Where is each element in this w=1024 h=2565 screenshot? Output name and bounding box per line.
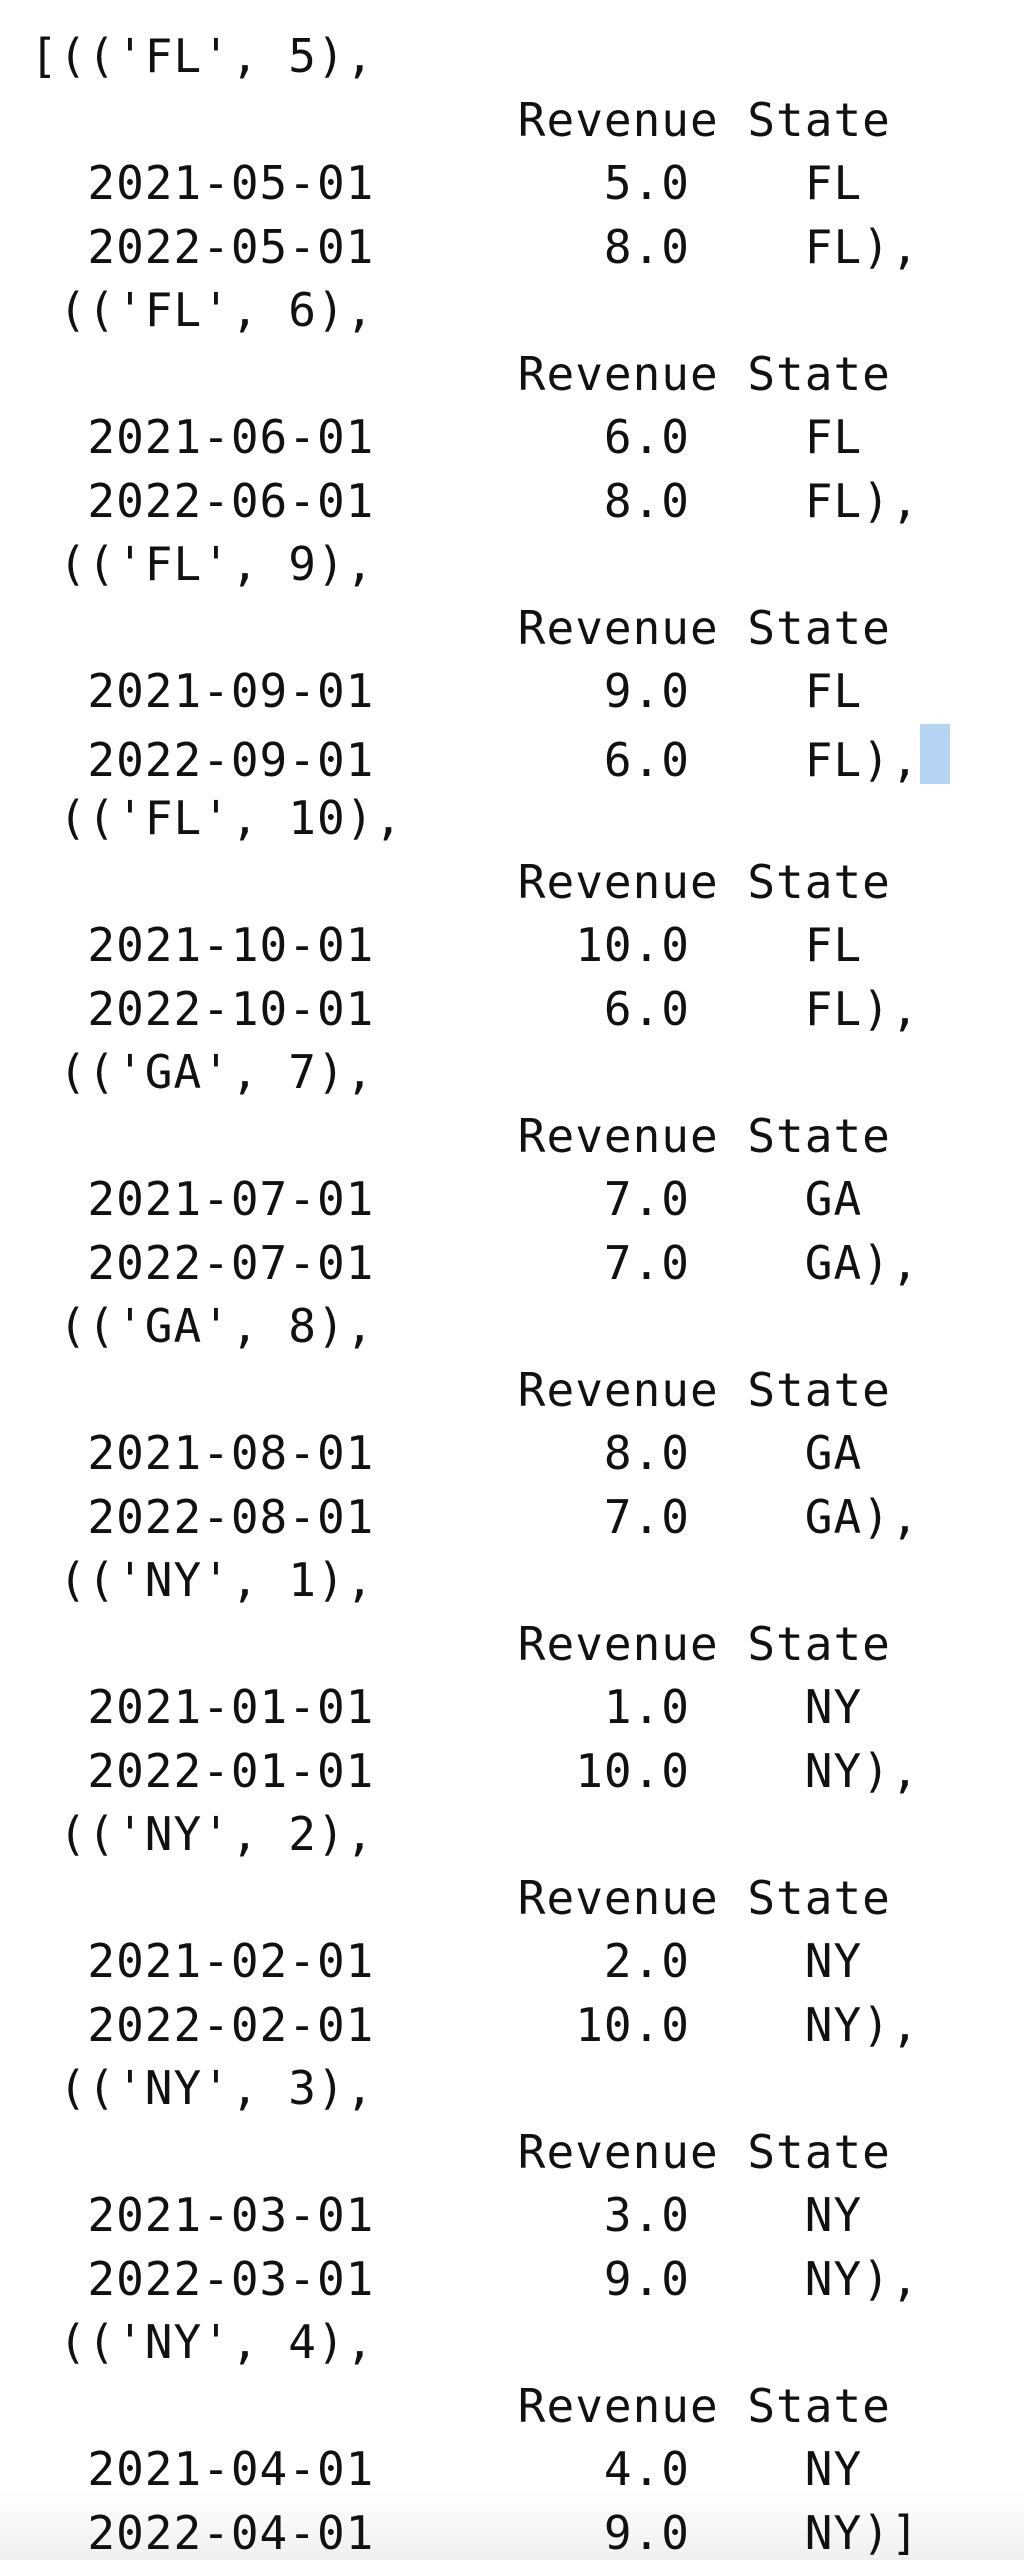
output-line: 2022-06-01 8.0 FL), — [30, 470, 1024, 534]
output-line: 2021-08-01 8.0 GA — [30, 1422, 1024, 1486]
output-line: 2022-07-01 7.0 GA), — [30, 1232, 1024, 1296]
output-line: Revenue State — [30, 89, 1024, 153]
text-selection-highlight[interactable] — [920, 724, 950, 784]
output-line: 2021-06-01 6.0 FL — [30, 406, 1024, 470]
output-line: 2022-01-01 10.0 NY), — [30, 1740, 1024, 1804]
output-line-selected: 2022-09-01 6.0 FL), — [30, 724, 1024, 788]
output-line: Revenue State — [30, 1613, 1024, 1677]
output-line: (('NY', 1), — [30, 1549, 1024, 1613]
output-line: (('FL', 10), — [30, 787, 1024, 851]
output-line: Revenue State — [30, 2121, 1024, 2185]
output-line: 2022-05-01 8.0 FL), — [30, 216, 1024, 280]
output-line: 2022-02-01 10.0 NY), — [30, 1994, 1024, 2058]
output-line: 2021-03-01 3.0 NY — [30, 2184, 1024, 2248]
output-line: (('GA', 7), — [30, 1041, 1024, 1105]
output-line: (('NY', 4), — [30, 2311, 1024, 2375]
output-line: Revenue State — [30, 851, 1024, 915]
output-line: 2021-09-01 9.0 FL — [30, 660, 1024, 724]
output-line: 2021-04-01 4.0 NY — [30, 2438, 1024, 2502]
output-line: [(('FL', 5), — [30, 25, 1024, 89]
output-line: 2021-02-01 2.0 NY — [30, 1930, 1024, 1994]
output-line: 2022-04-01 9.0 NY)] — [30, 2502, 1024, 2565]
output-line: (('FL', 6), — [30, 279, 1024, 343]
output-line: Revenue State — [30, 1359, 1024, 1423]
output-line: Revenue State — [30, 1105, 1024, 1169]
output-line: 2022-08-01 7.0 GA), — [30, 1486, 1024, 1550]
output-line: 2022-03-01 9.0 NY), — [30, 2248, 1024, 2312]
output-line: 2021-07-01 7.0 GA — [30, 1168, 1024, 1232]
output-line: (('NY', 2), — [30, 1803, 1024, 1867]
output-line: Revenue State — [30, 597, 1024, 661]
output-line: Revenue State — [30, 1867, 1024, 1931]
output-line: 2021-01-01 1.0 NY — [30, 1676, 1024, 1740]
output-line: Revenue State — [30, 2375, 1024, 2439]
output-line: 2022-10-01 6.0 FL), — [30, 978, 1024, 1042]
output-line: 2021-10-01 10.0 FL — [30, 914, 1024, 978]
output-line: (('GA', 8), — [30, 1295, 1024, 1359]
output-line: Revenue State — [30, 343, 1024, 407]
output-line: (('FL', 9), — [30, 533, 1024, 597]
output-line: 2021-05-01 5.0 FL — [30, 152, 1024, 216]
output-line: (('NY', 3), — [30, 2057, 1024, 2121]
